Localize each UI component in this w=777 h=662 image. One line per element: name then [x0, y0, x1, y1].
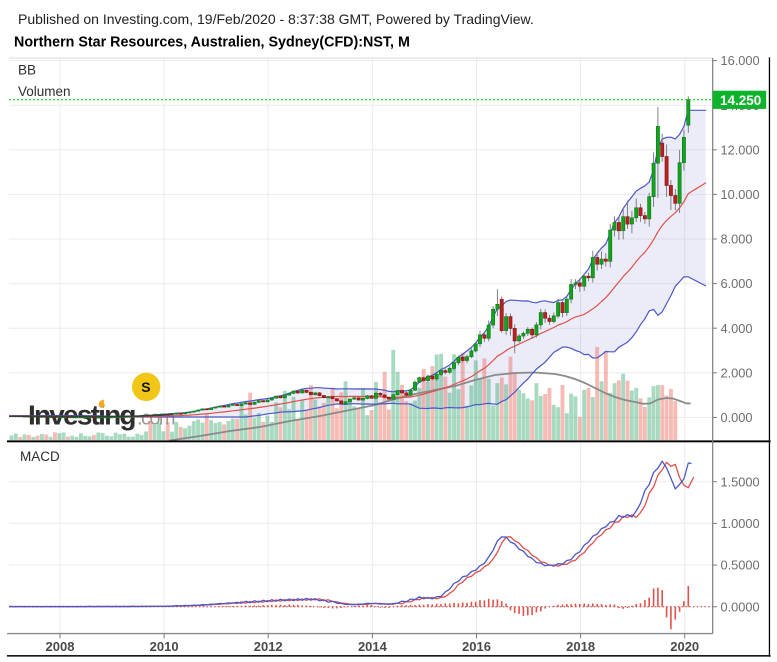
- svg-text:2008: 2008: [46, 639, 75, 654]
- svg-text:0.000: 0.000: [721, 410, 753, 425]
- svg-text:BB: BB: [18, 63, 36, 78]
- svg-text:Published on Investing.com, 19: Published on Investing.com, 19/Feb/2020 …: [18, 11, 534, 27]
- svg-text:2010: 2010: [150, 639, 179, 654]
- svg-text:0.0000: 0.0000: [721, 599, 760, 614]
- svg-text:1.5000: 1.5000: [721, 474, 760, 489]
- svg-text:S: S: [141, 379, 150, 395]
- svg-text:12.000: 12.000: [721, 142, 760, 157]
- svg-text:2018: 2018: [566, 639, 595, 654]
- svg-text:Investing: Investing: [28, 399, 135, 430]
- svg-text:2016: 2016: [462, 639, 491, 654]
- svg-text:.com: .com: [137, 407, 175, 429]
- svg-text:4.000: 4.000: [721, 321, 753, 336]
- svg-text:2020: 2020: [670, 639, 699, 654]
- svg-text:MACD: MACD: [20, 449, 60, 464]
- svg-text:8.000: 8.000: [721, 232, 753, 247]
- svg-text:1.0000: 1.0000: [721, 516, 760, 531]
- svg-text:14.250: 14.250: [720, 93, 761, 108]
- svg-text:Northern Star Resources, Austr: Northern Star Resources, Australien, Syd…: [14, 35, 410, 51]
- svg-text:2014: 2014: [358, 639, 388, 654]
- svg-text:16.000: 16.000: [721, 53, 760, 68]
- svg-text:Volumen: Volumen: [18, 84, 71, 99]
- svg-text:10.000: 10.000: [721, 187, 760, 202]
- svg-text:6.000: 6.000: [721, 276, 753, 291]
- svg-text:0.5000: 0.5000: [721, 558, 760, 573]
- svg-text:2.000: 2.000: [721, 365, 753, 380]
- svg-text:2012: 2012: [254, 639, 283, 654]
